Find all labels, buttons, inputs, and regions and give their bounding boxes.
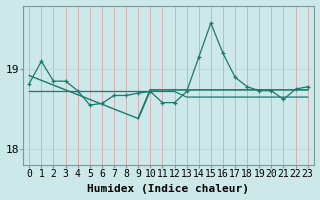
X-axis label: Humidex (Indice chaleur): Humidex (Indice chaleur) <box>87 184 250 194</box>
